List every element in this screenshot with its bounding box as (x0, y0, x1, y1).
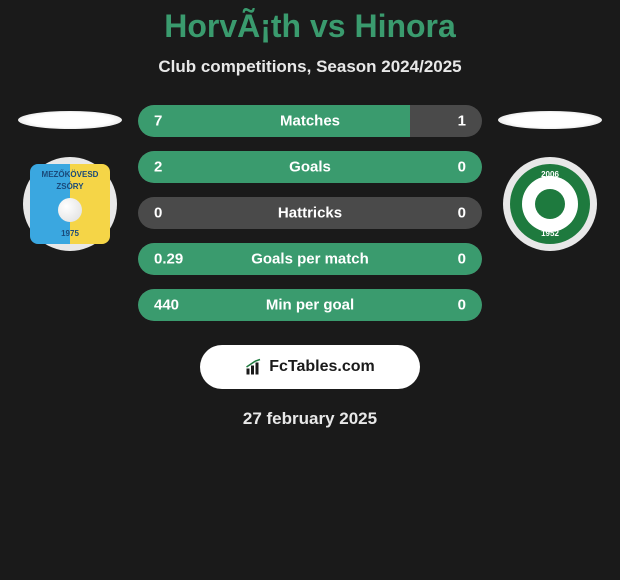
branding-text: FcTables.com (269, 358, 375, 376)
branding-pill[interactable]: FcTables.com (200, 345, 420, 389)
stat-value-right: 0 (458, 297, 466, 314)
badge-left-text2: ZSÓRY (30, 182, 110, 191)
stat-value-right: 0 (458, 159, 466, 176)
left-column: MEZŐKÖVESD ZSÓRY 1975 (10, 105, 130, 251)
stat-bar: 440 Min per goal 0 (138, 289, 482, 321)
player-ellipse-left (18, 111, 122, 129)
stat-value-left: 440 (154, 297, 179, 314)
stat-value-left: 7 (154, 113, 162, 130)
date-label: 27 february 2025 (0, 409, 620, 429)
team-badge-left: MEZŐKÖVESD ZSÓRY 1975 (23, 157, 117, 251)
badge-left-year: 1975 (30, 229, 110, 238)
subtitle: Club competitions, Season 2024/2025 (0, 57, 620, 77)
comparison-card: HorvÃ¡th vs Hinora Club competitions, Se… (0, 0, 620, 429)
stats-column: 7 Matches 1 2 Goals 0 0 Hattricks 0 0.29 Goals per… (130, 105, 490, 321)
badge-left-text1: MEZŐKÖVESD (30, 170, 110, 179)
stat-bar: 7 Matches 1 (138, 105, 482, 137)
team-badge-right: 2006 1952 (503, 157, 597, 251)
stat-bar-fill (138, 105, 410, 137)
main-row: MEZŐKÖVESD ZSÓRY 1975 7 Matches 1 2 Goals 0 0 H… (0, 105, 620, 321)
stat-value-left: 0 (154, 205, 162, 222)
stat-label: Min per goal (266, 297, 354, 314)
chart-icon (245, 358, 263, 376)
stat-value-left: 2 (154, 159, 162, 176)
stat-label: Matches (280, 113, 340, 130)
badge-right-year-top: 2006 (510, 170, 590, 179)
stat-value-right: 0 (458, 205, 466, 222)
shield-icon: 2006 1952 (510, 164, 590, 244)
shield-icon: MEZŐKÖVESD ZSÓRY 1975 (30, 164, 110, 244)
stat-bar: 2 Goals 0 (138, 151, 482, 183)
stat-label: Hattricks (278, 205, 342, 222)
stat-bar: 0 Hattricks 0 (138, 197, 482, 229)
soccer-ball-icon (58, 198, 82, 222)
player-ellipse-right (498, 111, 602, 129)
right-column: 2006 1952 (490, 105, 610, 251)
stat-value-left: 0.29 (154, 251, 183, 268)
stat-label: Goals per match (251, 251, 369, 268)
badge-right-year-bottom: 1952 (510, 229, 590, 238)
page-title: HorvÃ¡th vs Hinora (0, 8, 620, 45)
stat-value-right: 0 (458, 251, 466, 268)
stat-value-right: 1 (458, 113, 466, 130)
stat-bar: 0.29 Goals per match 0 (138, 243, 482, 275)
stat-label: Goals (289, 159, 331, 176)
